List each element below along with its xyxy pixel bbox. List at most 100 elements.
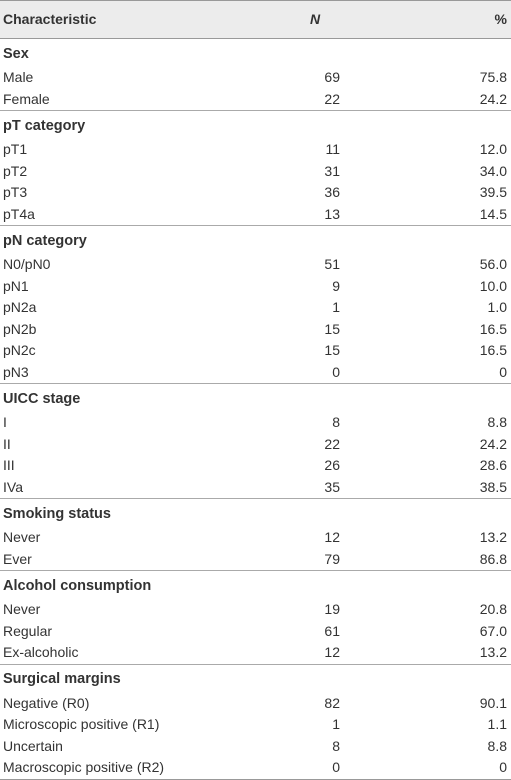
cell: 24.2 [479, 435, 507, 452]
cell: 11 [325, 141, 340, 157]
data-row: Ex-alcoholic 12 13.2 [0, 642, 511, 664]
group-row: Sex [0, 38, 511, 67]
group-row: Surgical margins [0, 663, 511, 693]
cell: 82 [324, 694, 340, 711]
cell: 90.1 [479, 694, 507, 711]
data-row: pT2 31 34.0 [0, 161, 511, 183]
cell: 24.2 [479, 90, 507, 107]
cell: 12 [324, 644, 340, 660]
data-row: pN3 0 0 [0, 362, 511, 384]
cell: Never [3, 601, 41, 617]
cell: 13 [324, 205, 340, 222]
data-row: pN2b 15 16.5 [0, 319, 511, 341]
data-row: III 26 28.6 [0, 455, 511, 477]
header-row: Characteristic N% [0, 0, 511, 39]
cell: pN2c [3, 342, 36, 358]
cell: Male [3, 69, 34, 85]
cell: 8.8 [487, 414, 507, 430]
group-title: Alcohol consumption [0, 570, 511, 599]
data-row: Never 19 20.8 [0, 599, 511, 621]
cell: 8 [332, 737, 340, 754]
cell: 22 [324, 435, 340, 452]
data-row: pN1 9 10.0 [0, 276, 511, 298]
cell: 14.5 [479, 205, 507, 222]
cell: 56.0 [479, 256, 507, 272]
cell: 8.8 [487, 737, 507, 754]
group-row: pT category [0, 110, 511, 139]
cell: 31 [324, 162, 340, 179]
cell: II [3, 435, 11, 452]
cell: 1.0 [487, 299, 507, 315]
cell: 16.5 [479, 320, 507, 337]
cell: 61 [324, 622, 340, 639]
cell: Regular [3, 622, 53, 639]
data-row: pT1 11 12.0 [0, 139, 511, 161]
cell: Ever [3, 550, 32, 567]
cell: 39.5 [479, 184, 507, 200]
cell: Uncertain [3, 737, 63, 754]
cell: 0 [332, 363, 340, 380]
header-cell: N [287, 0, 344, 39]
cell: 19 [324, 601, 340, 617]
cell: 0 [287, 757, 344, 780]
cell: 28.6 [479, 457, 507, 473]
cell: Macroscopic positive (R2) [0, 757, 287, 780]
cell: 86.8 [479, 550, 507, 567]
cell: pN2b [3, 320, 37, 337]
group-row: Alcohol consumption [0, 570, 511, 599]
cell: 36 [324, 184, 340, 200]
cell: Ex-alcoholic [3, 644, 79, 660]
cell: 69 [324, 69, 340, 85]
data-row: pN2a 1 1.0 [0, 297, 511, 319]
data-row: pT3 36 39.5 [0, 182, 511, 204]
data-row: pN2c 15 16.5 [0, 340, 511, 362]
cell: pT4a [3, 205, 35, 222]
cell: 15 [324, 320, 340, 337]
header-cell: Characteristic [0, 0, 287, 39]
data-row: Female 22 24.2 [0, 89, 511, 111]
cell: 79 [324, 550, 340, 567]
cell: 26 [324, 457, 340, 473]
group-title: Sex [0, 38, 511, 67]
cell: Negative (R0) [3, 694, 90, 711]
cell: pN3 [3, 363, 29, 380]
data-row: I 8 8.8 [0, 412, 511, 434]
cell: 1 [332, 716, 340, 732]
cell: 38.5 [479, 478, 507, 495]
cell: 10.0 [479, 277, 507, 294]
group-row: Smoking status [0, 498, 511, 527]
group-row: UICC stage [0, 383, 511, 412]
cell: 67.0 [479, 622, 507, 639]
data-row: Ever 79 86.8 [0, 549, 511, 571]
data-row: Male 69 75.8 [0, 67, 511, 89]
cell: 9 [332, 277, 340, 294]
cell: 35 [324, 478, 340, 495]
group-row: pN category [0, 225, 511, 254]
group-title: pN category [0, 225, 511, 254]
cell: pN1 [3, 277, 29, 294]
data-row: pT4a 13 14.5 [0, 204, 511, 226]
cell: pT1 [3, 141, 28, 157]
data-row: Negative (R0) 82 90.1 [0, 693, 511, 715]
cell: pN2a [3, 299, 37, 315]
data-row: IVa 35 38.5 [0, 477, 511, 499]
cell: 34.0 [479, 162, 507, 179]
cell: pT2 [3, 162, 28, 179]
cell: 20.8 [479, 601, 507, 617]
cell: IVa [3, 478, 23, 495]
cell: 0 [344, 757, 511, 780]
cell: 1.1 [487, 716, 507, 732]
cell: 12 [324, 529, 340, 545]
cell: 8 [332, 414, 340, 430]
cell: 12.0 [479, 141, 507, 157]
data-row: Regular 61 67.0 [0, 621, 511, 643]
data-row: Macroscopic positive (R2) 0 0 [0, 757, 511, 780]
data-row: Never 12 13.2 [0, 527, 511, 549]
cell: N0/pN0 [3, 256, 51, 272]
cell: Female [3, 90, 50, 107]
cell: 1 [332, 299, 340, 315]
cell: pT3 [3, 184, 28, 200]
data-row: Uncertain 8 8.8 [0, 736, 511, 758]
